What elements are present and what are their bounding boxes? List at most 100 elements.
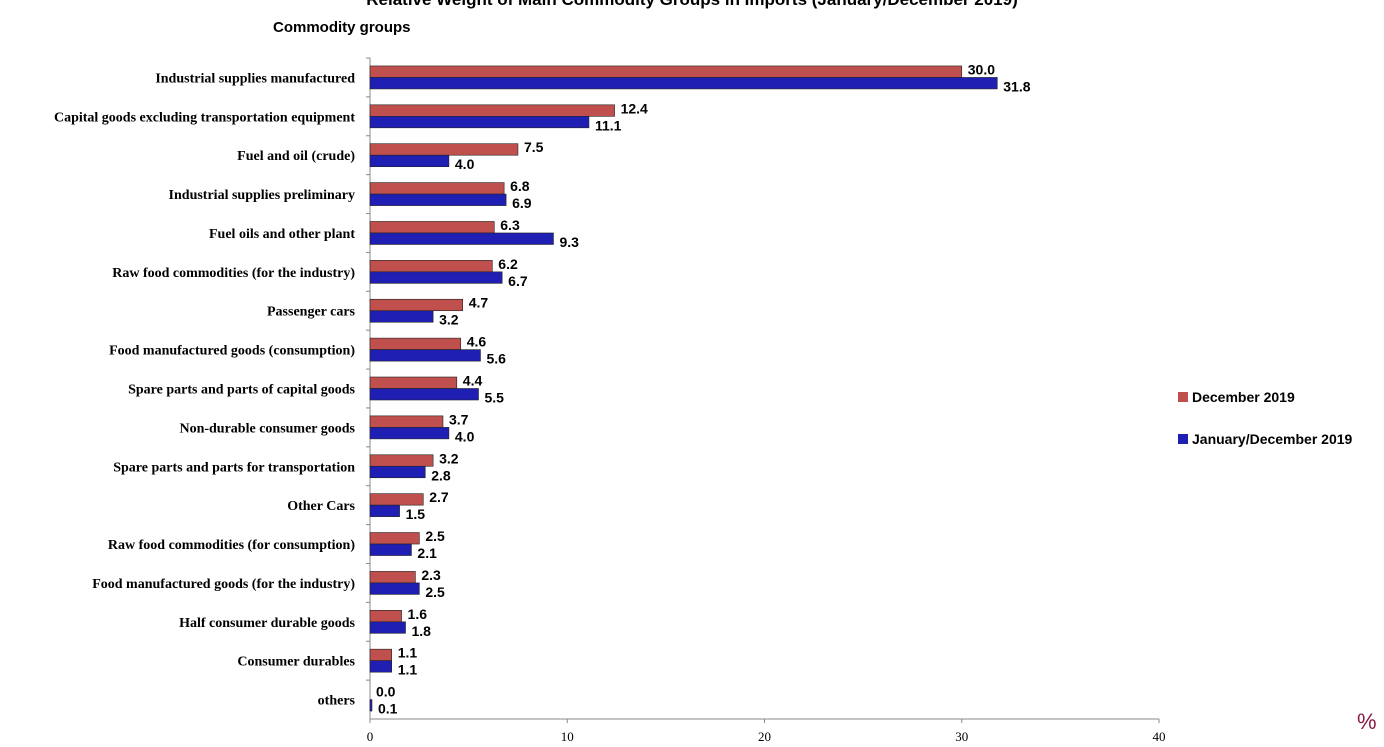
category-label: Food manufactured goods (consumption) (109, 344, 355, 359)
bar-december (369, 221, 495, 234)
value-label-december: 4.7 (469, 295, 489, 311)
category-label: Fuel and oil (crude) (237, 149, 355, 164)
bar-january-december (369, 465, 426, 479)
bar-december (369, 182, 505, 195)
value-label-january-december: 4.0 (455, 428, 475, 444)
bar-january-december (369, 699, 373, 712)
bar-december (369, 337, 462, 350)
axis-title-commodity-groups: Commodity groups (273, 19, 411, 36)
category-label: Raw food commodities (for consumption) (108, 538, 355, 553)
bar-january-december (369, 154, 450, 168)
x-tick-label: 30 (955, 729, 968, 744)
value-label-december: 2.3 (421, 567, 441, 583)
value-label-january-december: 5.5 (484, 390, 504, 406)
value-label-january-december: 3.2 (439, 312, 459, 328)
category-label: Half consumer durable goods (179, 616, 355, 631)
bar-january-december (369, 77, 998, 90)
category-label: Capital goods excluding transportation e… (54, 110, 355, 125)
bar-january-december (369, 232, 554, 245)
legend-label-december: December 2019 (1192, 389, 1295, 405)
category-label: Fuel oils and other plant (209, 227, 355, 242)
x-tick-label: 10 (561, 729, 574, 744)
bar-january-december (369, 349, 481, 362)
bar-december (369, 648, 392, 661)
category-label: Industrial supplies preliminary (169, 188, 355, 203)
value-label-december: 7.5 (524, 139, 544, 155)
legend-item-december: December 2019 (1178, 386, 1352, 408)
bar-january-december (369, 193, 507, 206)
bar-january-december (369, 388, 479, 401)
value-label-december: 3.2 (439, 450, 459, 466)
value-label-december: 4.4 (463, 373, 483, 389)
bar-december (369, 532, 420, 545)
bar-january-december (369, 621, 406, 634)
value-label-january-december: 2.8 (431, 467, 451, 483)
bar-december (369, 571, 416, 584)
category-label: others (318, 694, 356, 709)
legend-item-january-december: January/December 2019 (1178, 428, 1352, 450)
value-label-december: 6.3 (500, 217, 520, 233)
legend-swatch-january-december (1178, 434, 1188, 444)
value-label-december: 4.6 (467, 334, 487, 350)
value-label-january-december: 31.8 (1003, 78, 1030, 94)
value-label-december: 1.6 (408, 606, 428, 622)
category-label: Spare parts and parts of capital goods (128, 383, 355, 398)
value-label-january-december: 6.9 (512, 195, 532, 211)
value-label-january-december: 1.5 (406, 506, 426, 522)
bar-december (369, 493, 424, 506)
category-label: Passenger cars (267, 305, 356, 320)
category-label: Spare parts and parts for transportation (113, 460, 355, 475)
legend: December 2019 January/December 2019 (1178, 386, 1352, 470)
unit-label: % (1357, 709, 1377, 734)
bar-december (369, 143, 519, 156)
value-label-december: 12.4 (621, 100, 648, 116)
value-label-january-december: 5.6 (486, 351, 506, 367)
value-label-january-december: 9.3 (559, 234, 579, 250)
x-tick-label: 40 (1153, 729, 1166, 744)
bar-january-december (369, 582, 420, 595)
category-label: Industrial supplies manufactured (155, 71, 355, 86)
bar-december (369, 104, 615, 117)
legend-label-january-december: January/December 2019 (1192, 431, 1353, 447)
bar-december (369, 454, 434, 467)
value-label-january-december: 2.5 (425, 584, 445, 600)
category-label: Food manufactured goods (for the industr… (92, 577, 355, 592)
bar-december (369, 65, 963, 78)
bar-december (369, 415, 444, 428)
x-tick-label: 20 (758, 729, 771, 744)
bar-january-december (369, 271, 503, 284)
category-label: Non-durable consumer goods (179, 421, 355, 436)
value-label-january-december: 1.1 (398, 662, 418, 678)
bar-december (369, 376, 458, 389)
bar-december (369, 609, 402, 623)
value-label-january-december: 0.1 (378, 701, 398, 717)
value-label-december: 30.0 (968, 61, 995, 77)
bar-january-december (369, 310, 434, 323)
value-label-january-december: 6.7 (508, 273, 528, 289)
category-label: Other Cars (287, 499, 355, 514)
value-label-december: 2.5 (425, 528, 445, 544)
value-label-december: 0.0 (376, 684, 396, 700)
value-label-december: 3.7 (449, 411, 469, 427)
value-label-december: 2.7 (429, 489, 449, 505)
x-tick-label: 0 (367, 729, 374, 744)
value-label-january-december: 11.1 (595, 117, 622, 133)
bar-december (369, 298, 464, 312)
legend-swatch-december (1178, 392, 1188, 402)
value-label-january-december: 2.1 (417, 545, 437, 561)
value-label-january-december: 1.8 (412, 623, 432, 639)
bar-january-december (369, 504, 400, 517)
bar-january-december (369, 427, 450, 440)
value-label-december: 6.8 (510, 178, 530, 194)
value-label-december: 1.1 (398, 645, 418, 661)
bar-january-december (369, 543, 412, 556)
chart-title: Relative Weight of Main Commodity Groups… (0, 0, 1384, 10)
category-label: Consumer durables (237, 655, 355, 670)
bar-december (369, 260, 493, 273)
category-label: Raw food commodities (for the industry) (112, 266, 355, 281)
bar-january-december (369, 660, 392, 673)
value-label-january-december: 4.0 (455, 156, 475, 172)
value-label-december: 6.2 (498, 256, 518, 272)
bar-january-december (369, 116, 590, 129)
